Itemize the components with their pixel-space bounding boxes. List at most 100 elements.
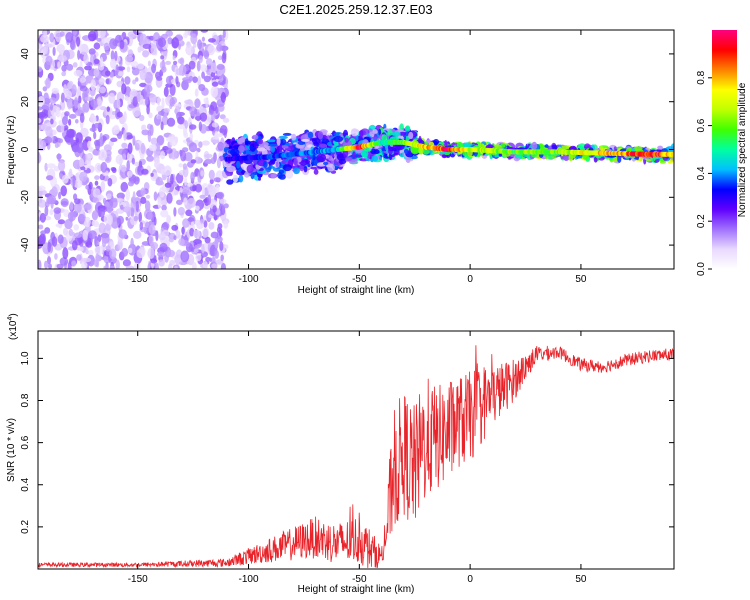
heatmap-cell	[116, 208, 122, 214]
heatmap-cell	[126, 170, 133, 177]
heatmap-cell	[126, 66, 131, 73]
heatmap-cell	[60, 123, 65, 134]
heatmap-cell	[165, 83, 173, 88]
heatmap-cell	[149, 94, 157, 103]
heatmap-cell	[131, 157, 135, 165]
heatmap-cell	[38, 96, 45, 106]
heatmap-cell	[278, 135, 288, 140]
heatmap-cell	[210, 101, 218, 112]
heatmap-cell	[110, 137, 118, 142]
heatmap-cell	[215, 95, 221, 101]
heatmap-cell	[166, 117, 176, 127]
heatmap-cell	[64, 111, 70, 117]
heatmap-cell	[214, 238, 219, 249]
heatmap-cell	[88, 48, 96, 55]
snr-y-scale-label: (x104)	[7, 313, 19, 340]
heatmap-cell	[126, 160, 130, 172]
heatmap-cell	[196, 60, 201, 72]
heatmap-cell	[109, 248, 117, 260]
heatmap-cell	[79, 43, 89, 55]
heatmap-cell	[193, 248, 199, 253]
spectrogram-x-axis: -150 -100 -50 0 50	[128, 30, 587, 285]
y-tick-label: -40	[20, 237, 31, 252]
heatmap-cell	[66, 63, 74, 71]
heatmap-cell	[142, 43, 152, 50]
heatmap-cell	[115, 154, 124, 165]
heatmap-cell	[105, 78, 110, 85]
heatmap-cell	[182, 163, 188, 170]
heatmap-cell	[106, 193, 112, 200]
heatmap-cell	[153, 216, 157, 226]
heatmap-cell	[87, 249, 94, 256]
heatmap-cell	[147, 212, 153, 220]
heatmap-cell	[94, 245, 104, 256]
heatmap-cell	[165, 147, 173, 154]
heatmap-cell	[68, 118, 72, 126]
heatmap-cell	[220, 262, 226, 269]
heatmap-cell	[203, 228, 209, 238]
heatmap-cell	[169, 138, 178, 147]
heatmap-cell	[123, 129, 127, 141]
heatmap-cell	[157, 110, 165, 116]
heatmap-cell	[98, 77, 105, 85]
heatmap-cell	[49, 97, 57, 104]
heatmap-cell	[189, 227, 195, 237]
heatmap-cell	[392, 148, 397, 152]
heatmap-cell	[140, 142, 146, 155]
heatmap-cell	[164, 182, 172, 188]
heatmap-cell	[97, 30, 106, 39]
heatmap-cell	[159, 151, 166, 160]
heatmap-cell	[175, 230, 181, 239]
heatmap-cell	[226, 138, 231, 145]
heatmap-cell	[299, 164, 305, 172]
heatmap-cell	[121, 83, 127, 95]
heatmap-cell	[337, 154, 345, 159]
heatmap-cell	[343, 149, 349, 158]
y-tick-label: 0.2	[20, 519, 31, 533]
heatmap-cell	[72, 30, 78, 36]
heatmap-cell	[305, 159, 310, 164]
heatmap-cell	[144, 71, 153, 84]
heatmap-cell	[303, 166, 308, 173]
heatmap-cell	[91, 210, 99, 221]
heatmap-cell	[433, 139, 440, 145]
heatmap-cell	[85, 249, 89, 255]
heatmap-cell	[268, 143, 278, 147]
heatmap-cell	[79, 85, 88, 92]
colorbar-tick-label: 0.8	[696, 70, 707, 84]
heatmap-cell	[277, 172, 283, 179]
heatmap-cell	[60, 185, 67, 197]
heatmap-cell	[159, 186, 165, 198]
heatmap-cell	[370, 148, 377, 155]
heatmap-cell	[180, 150, 187, 162]
spectrogram-y-axis: -40 -20 0 20 40	[20, 48, 674, 252]
heatmap-cell	[185, 241, 190, 248]
heatmap-cell	[210, 85, 219, 98]
heatmap-cell	[73, 202, 82, 214]
x-tick-label: -100	[239, 274, 259, 285]
heatmap-cell	[80, 166, 86, 171]
heatmap-cell	[184, 176, 188, 186]
spectrogram-x-label: Height of straight line (km)	[298, 285, 415, 296]
heatmap-cell	[355, 134, 359, 142]
heatmap-cell	[279, 138, 287, 146]
heatmap-cell	[173, 60, 178, 65]
heatmap-cell	[88, 181, 93, 190]
heatmap-cell	[198, 84, 206, 92]
heatmap-cell	[657, 145, 663, 150]
heatmap-cell	[38, 118, 42, 124]
heatmap-track-cell	[670, 151, 674, 157]
heatmap-cell	[174, 254, 183, 265]
heatmap-cell	[209, 178, 214, 185]
heatmap-cell	[120, 181, 129, 193]
heatmap-cell	[162, 229, 170, 237]
heatmap-cell	[344, 137, 349, 143]
heatmap-cell	[211, 263, 218, 269]
heatmap-cell	[53, 207, 62, 214]
heatmap-cell	[215, 184, 220, 194]
heatmap-cell	[144, 95, 149, 106]
heatmap-cell	[63, 227, 68, 236]
heatmap-cell	[141, 168, 149, 175]
y-tick-label: 0.6	[20, 435, 31, 449]
heatmap-cell	[250, 172, 255, 180]
